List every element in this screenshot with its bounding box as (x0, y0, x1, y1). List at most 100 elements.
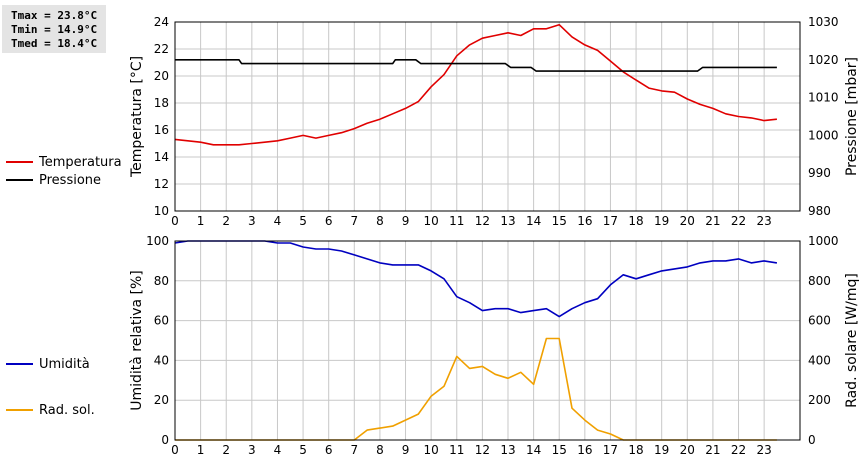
x-tick-label: 23 (756, 214, 771, 228)
x-tick-label: 7 (350, 443, 358, 457)
x-tick-label: 9 (402, 214, 410, 228)
y-right-tick-label: 990 (808, 166, 831, 180)
y-right-axis-label: Rad. solare [W/mq] (844, 273, 860, 408)
plot-area (175, 22, 800, 211)
legend-swatch-umidita (6, 363, 33, 365)
x-tick-label: 20 (680, 443, 695, 457)
x-tick-label: 6 (325, 443, 333, 457)
y-left-tick-label: 80 (154, 274, 169, 288)
y-right-tick-label: 400 (808, 353, 831, 367)
legend-label-umidita: Umidità (39, 356, 90, 372)
x-tick-label: 16 (577, 443, 592, 457)
plot-border (174, 240, 801, 441)
y-right-tick-label: 980 (808, 204, 831, 218)
y-left-tick-label: 60 (154, 314, 169, 328)
x-tick-label: 21 (705, 443, 720, 457)
y-right-tick-label: 0 (808, 433, 816, 447)
series-line-pressione (175, 58, 777, 72)
series-line-umidit- (174, 240, 778, 318)
plot-area (175, 241, 800, 440)
x-tick-label: 3 (248, 443, 256, 457)
x-tick-label: 14 (526, 214, 541, 228)
stats-box: Tmax = 23.8°C Tmin = 14.9°C Tmed = 18.4°… (2, 5, 106, 53)
x-tick-label: 18 (628, 443, 643, 457)
y-left-tick-label: 18 (154, 96, 169, 110)
legend-label-pressione: Pressione (39, 172, 102, 188)
x-tick-label: 19 (654, 214, 669, 228)
x-tick-label: 13 (500, 214, 515, 228)
series-line-rad-sol- (175, 337, 777, 441)
x-tick-label: 22 (731, 214, 746, 228)
legend-label-radsol: Rad. sol. (39, 402, 95, 418)
x-tick-label: 7 (350, 214, 358, 228)
x-tick-label: 10 (424, 214, 439, 228)
y-left-axis-label: Umidità relativa [%] (129, 270, 145, 411)
stat-tmin: Tmin = 14.9°C (11, 23, 98, 36)
x-tick-label: 21 (705, 214, 720, 228)
y-right-tick-label: 1000 (808, 128, 839, 142)
x-tick-label: 10 (424, 443, 439, 457)
legend-item-radsol: Rad. sol. (6, 401, 95, 419)
y-right-tick-label: 600 (808, 314, 831, 328)
x-tick-label: 9 (402, 443, 410, 457)
x-tick-label: 2 (222, 214, 230, 228)
x-tick-label: 15 (552, 214, 567, 228)
x-tick-label: 16 (577, 214, 592, 228)
x-tick-label: 11 (449, 214, 464, 228)
y-right-tick-label: 800 (808, 274, 831, 288)
x-tick-label: 12 (475, 443, 490, 457)
series-line-temperatura (174, 23, 777, 146)
x-tick-label: 18 (628, 214, 643, 228)
y-right-tick-label: 1010 (808, 91, 839, 105)
legend-swatch-radsol (6, 409, 33, 411)
x-tick-label: 6 (325, 214, 333, 228)
legend-top: Temperatura Pressione (6, 153, 122, 189)
y-left-axis-label: Temperatura [°C] (129, 56, 145, 178)
x-tick-label: 14 (526, 443, 541, 457)
y-left-tick-label: 10 (154, 204, 169, 218)
x-tick-label: 3 (248, 214, 256, 228)
legend-swatch-temperatura (6, 161, 33, 163)
x-tick-label: 0 (171, 443, 179, 457)
y-right-axis-label: Pressione [mbar] (844, 57, 860, 176)
x-tick-label: 17 (603, 443, 618, 457)
stat-tmax: Tmax = 23.8°C (11, 9, 98, 22)
y-left-tick-label: 20 (154, 393, 169, 407)
legend-item-pressione: Pressione (6, 171, 122, 189)
x-tick-label: 4 (274, 443, 282, 457)
x-tick-label: 20 (680, 214, 695, 228)
x-tick-label: 1 (197, 443, 205, 457)
legend-item-temperatura: Temperatura (6, 153, 122, 171)
y-right-tick-label: 1030 (808, 15, 839, 29)
x-tick-label: 11 (449, 443, 464, 457)
x-tick-label: 19 (654, 443, 669, 457)
x-tick-label: 8 (376, 443, 384, 457)
legend-label-temperatura: Temperatura (39, 154, 122, 170)
y-left-tick-label: 16 (154, 123, 169, 137)
y-left-tick-label: 20 (154, 69, 169, 83)
x-tick-label: 12 (475, 214, 490, 228)
x-tick-label: 17 (603, 214, 618, 228)
y-left-tick-label: 100 (146, 234, 169, 248)
x-tick-label: 5 (299, 214, 307, 228)
y-right-tick-label: 1020 (808, 53, 839, 67)
plot-border (174, 21, 801, 212)
y-right-tick-label: 200 (808, 393, 831, 407)
x-tick-label: 0 (171, 214, 179, 228)
legend-item-umidita: Umidità (6, 355, 90, 373)
x-tick-label: 4 (274, 214, 282, 228)
y-left-tick-label: 24 (154, 15, 169, 29)
x-tick-label: 8 (376, 214, 384, 228)
legend-swatch-pressione (6, 179, 33, 181)
stat-tmed: Tmed = 18.4°C (11, 37, 98, 50)
y-right-tick-label: 1000 (808, 234, 839, 248)
x-tick-label: 22 (731, 443, 746, 457)
y-left-tick-label: 40 (154, 353, 169, 367)
x-tick-label: 23 (756, 443, 771, 457)
y-left-tick-label: 22 (154, 42, 169, 56)
x-tick-label: 15 (552, 443, 567, 457)
y-left-tick-label: 14 (154, 150, 169, 164)
